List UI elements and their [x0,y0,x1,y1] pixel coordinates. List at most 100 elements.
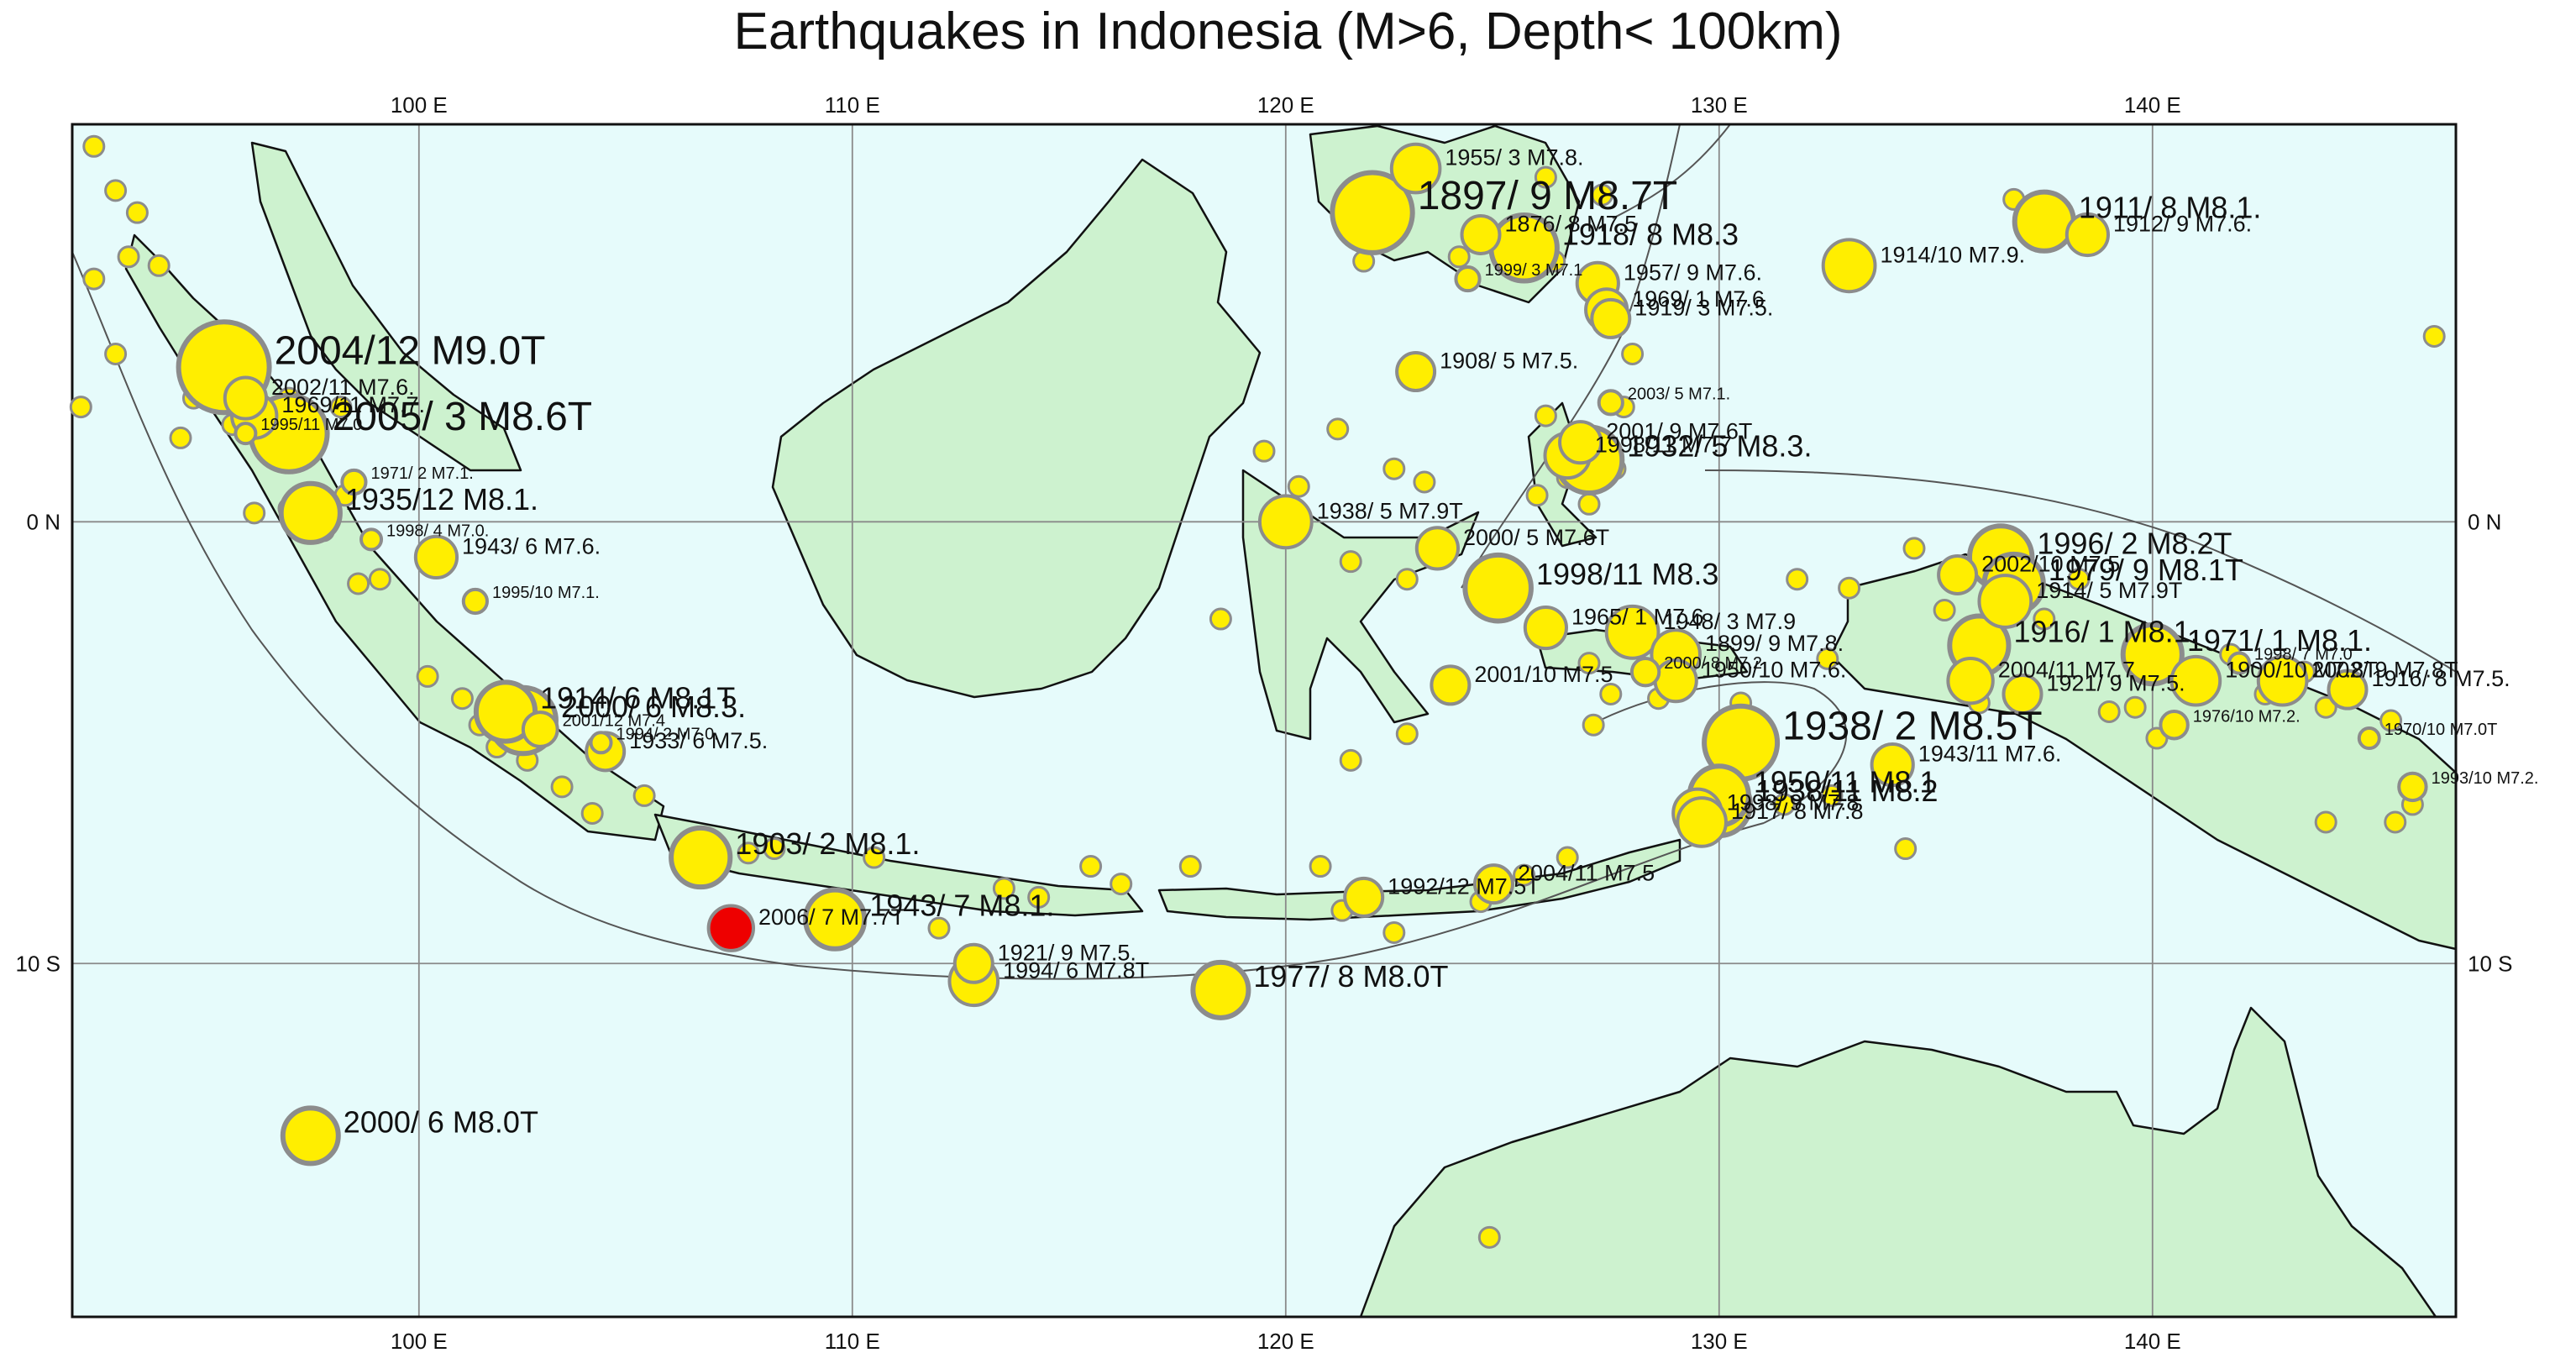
latitude-ticks-left: 0 N 10 S [16,509,61,976]
earthquake-marker [1597,389,1624,417]
earthquake-marker [1577,652,1601,675]
earthquake-label: 1916/ 8 M7.5. [2372,666,2510,691]
latitude-tick-label: 0 N [27,509,60,534]
earthquake-label: 1921/ 9 M7.5. [998,940,1136,965]
earthquake-label: 1971/ 1 M8.1. [2187,623,2372,658]
earthquake-label: 1899/ 9 M7.8. [1705,631,1844,656]
earthquake-marker [1395,568,1419,591]
earthquake-marker [1309,855,1332,878]
earthquake-label: 1999/ 3 M7.1 [1485,261,1583,280]
earthquake-label: 1971/ 2 M7.1. [371,464,474,483]
earthquake-marker [1178,855,1202,878]
earthquake-label: 1995/11 M7.0. [260,416,366,434]
earthquake-marker [2169,654,2222,707]
earthquake-marker [1382,920,1406,944]
earthquake-marker [1820,784,1844,807]
earthquake-marker [1629,656,1661,688]
earthquake-marker [1326,417,1350,441]
earthquake-marker [368,568,391,591]
earthquake-marker [278,480,343,545]
earthquake-marker [1339,550,1362,574]
earthquake-marker [82,267,106,291]
earthquake-marker [2120,622,2185,687]
earthquake-marker [1902,537,1926,560]
earthquake-label: 1897/ 9 M8.7T [1418,174,1678,218]
earthquake-marker [2397,771,2428,803]
earthquake-label: 1948/ 3 M7.9 [1664,609,1797,634]
earthquake-marker [1395,722,1419,746]
earthquake-marker [1079,855,1103,878]
earthquake-label: 2001/ 9 M7.6T [1606,419,1752,444]
earthquake-marker [927,916,951,940]
earthquake-marker [1477,1225,1501,1249]
earthquake-label: 1955/ 3 M7.8. [1445,145,1583,170]
map-frame [71,123,2458,1319]
earthquake-label: 2004/11 M7.7 [1998,658,2135,683]
earthquake-marker [2384,810,2407,834]
earthquake-marker [1413,470,1436,494]
earthquake-marker [1252,439,1276,463]
earthquake-label: 1998/ 9 M7.8 [1727,789,1860,815]
earthquake-label: 1965/ 1 M7.6 [1571,605,1704,630]
longitude-tick-label: 120 E [1257,92,1314,118]
earthquake-label: 1995/10 M7.1. [492,584,600,602]
earthquake-label: 1919/ 3 M7.5. [1634,295,1773,320]
earthquake-marker [952,942,994,984]
earthquake-marker [104,179,128,202]
earthquake-marker [1209,607,1232,631]
earthquake-marker [233,422,258,446]
longitude-tick-label: 100 E [391,1329,448,1354]
earthquake-label: 1992/12 M7.5T [1388,873,1540,899]
earthquake-label: 1938/ 5 M7.9T [1317,498,1463,523]
earthquake-marker [521,710,559,748]
earthquake-marker [1816,647,1839,670]
earthquake-marker [763,837,786,861]
earthquake-label: 2000/ 6 M8.3. [561,689,746,724]
earthquake-marker [2327,669,2369,710]
earthquake-marker [2002,673,2043,715]
earthquake-label: 2000/ 8 M7.2 [1664,654,1762,673]
earthquake-label: 1918/ 8 M8.3 [1562,217,1739,251]
earthquake-label: 1876/ 8 M7.5 [1505,211,1638,236]
longitude-tick-label: 140 E [2124,92,2181,118]
earthquake-marker [1430,664,1472,706]
earthquake-marker [2033,607,2056,631]
earthquake-marker [1330,170,1415,255]
malay-peninsula-landmass [250,141,522,472]
earthquake-marker [1339,748,1362,772]
earthquake-label: 1950/11 M8.1 [1754,764,1937,799]
earthquake-label: 1914/ 5 M7.9T [2036,578,2182,603]
earthquake-label: 1998/11 M7.7 [1595,432,1732,457]
earthquake-marker [1590,183,1613,207]
earthquake-label: 1950/10 M7.6. [1702,658,1847,683]
earthquake-marker [550,775,574,799]
earthquake-marker [1786,568,1809,591]
earthquake-marker [1513,863,1536,887]
earthquake-marker [1190,959,1251,1020]
earthquake-label: 2004/12 M9.0T [275,328,546,373]
earthquake-marker [1523,605,1569,651]
earthquake-marker [2379,709,2403,732]
earthquake-label: 1921/ 9 M7.5. [2047,670,2185,695]
earthquake-marker [461,587,489,616]
earthquake-label: 1912/ 9 M7.6. [2113,211,2252,236]
earthquake-label: 1996/ 2 M8.2T [2037,526,2232,560]
latitude-tick-label: 0 N [2468,509,2501,534]
earthquake-marker [1534,165,1557,189]
earthquake-marker [1946,656,1995,705]
earthquake-marker [416,664,439,688]
earthquake-marker [280,1105,341,1167]
earthquake-label: 2000/ 6 M8.0T [344,1104,538,1139]
earthquake-marker [117,245,140,269]
earthquake-marker [1454,265,1482,293]
earthquake-marker [340,468,368,496]
earthquake-label: 2000/ 5 M7.6T [1463,525,1609,550]
earthquake-label: 1998/ 4 M7.0. [386,522,489,540]
earthquake-label: 1938/ 2 M8.5T [1782,704,2043,748]
earthquake-marker [1462,552,1534,624]
earthquake-label: 1943/11 M7.6. [1918,742,2062,767]
earthquake-marker [329,396,353,419]
earthquake-marker [1389,142,1442,195]
longitude-tick-label: 100 E [391,92,448,118]
longitude-ticks-top: 100 E 110 E 120 E 130 E 140 E [391,92,2181,118]
